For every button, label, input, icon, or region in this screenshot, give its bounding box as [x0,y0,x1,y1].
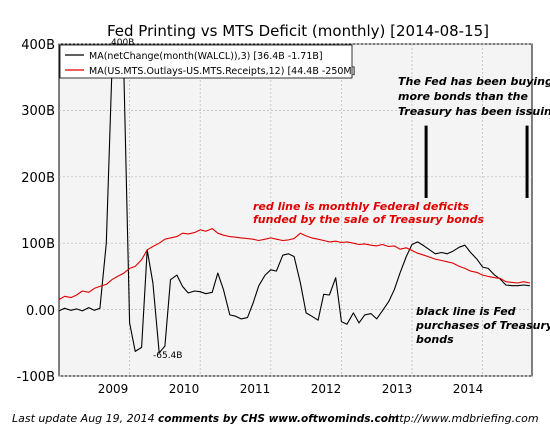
annotation-black-line: black line is Fed purchases of Treasury … [415,305,550,346]
footer-source: http://www.mdbriefing.com [388,412,539,425]
x-tick-label: 2014 [453,382,484,396]
annotation-line: funded by the sale of Treasury bonds [253,213,484,226]
point-label: -65.4B [153,351,182,361]
x-tick-label: 2010 [169,382,200,396]
footer-credits: comments by CHS www.oftwominds.com [158,413,399,425]
x-tick-label: 2011 [240,382,271,396]
x-tick-label: 2009 [98,382,129,396]
markers-layer [424,125,529,199]
annotation-line: Treasury has been issuing [398,105,550,118]
y-tick-label: 200B [21,171,55,186]
annotation-fed-buying: The Fed has been buying more bonds than … [398,75,550,118]
footer: Last update Aug 19, 2014 comments by CHS… [12,412,539,425]
series-line-fed-purchases [58,43,530,354]
x-axis: 2009 2010 2011 2012 2013 2014 [98,382,484,396]
series-layer [58,43,531,354]
plot-area [58,43,533,377]
chart-title: Fed Printing vs MTS Deficit (monthly) [2… [107,22,489,40]
y-tick-label: 0.00 [26,304,55,319]
y-tick-label: 300B [21,104,55,119]
annotation-line: The Fed has been buying [398,75,550,88]
x-tick-label: 2013 [382,382,413,396]
point-label: 400B [111,38,134,48]
legend: MA(netChange(month(WALCL)),3) [36.4B -1.… [59,44,355,79]
series-line-deficit [58,228,531,301]
annotation-line: more bonds than the [398,90,529,103]
x-tick-label: 2012 [311,382,342,396]
legend-label: MA(US.MTS.Outlays-US.MTS.Receipts,12) [4… [89,66,355,77]
footer-last-update: Last update Aug 19, 2014 [12,412,155,425]
annotation-line: red line is monthly Federal deficits [253,200,470,213]
legend-label: MA(netChange(month(WALCL)),3) [36.4B -1.… [89,51,323,62]
annotation-line: bonds [416,333,454,346]
annotation-line: black line is Fed [416,305,516,318]
annotation-red-line: red line is monthly Federal deficits fun… [253,200,484,226]
legend-box [59,44,353,79]
y-tick-label: -100B [17,370,55,385]
y-axis: 400B 300B 200B 100B 0.00 -100B [17,38,55,385]
y-tick-label: 100B [21,237,55,252]
annotation-line: purchases of Treasury [415,319,550,332]
y-tick-label: 400B [21,38,55,53]
